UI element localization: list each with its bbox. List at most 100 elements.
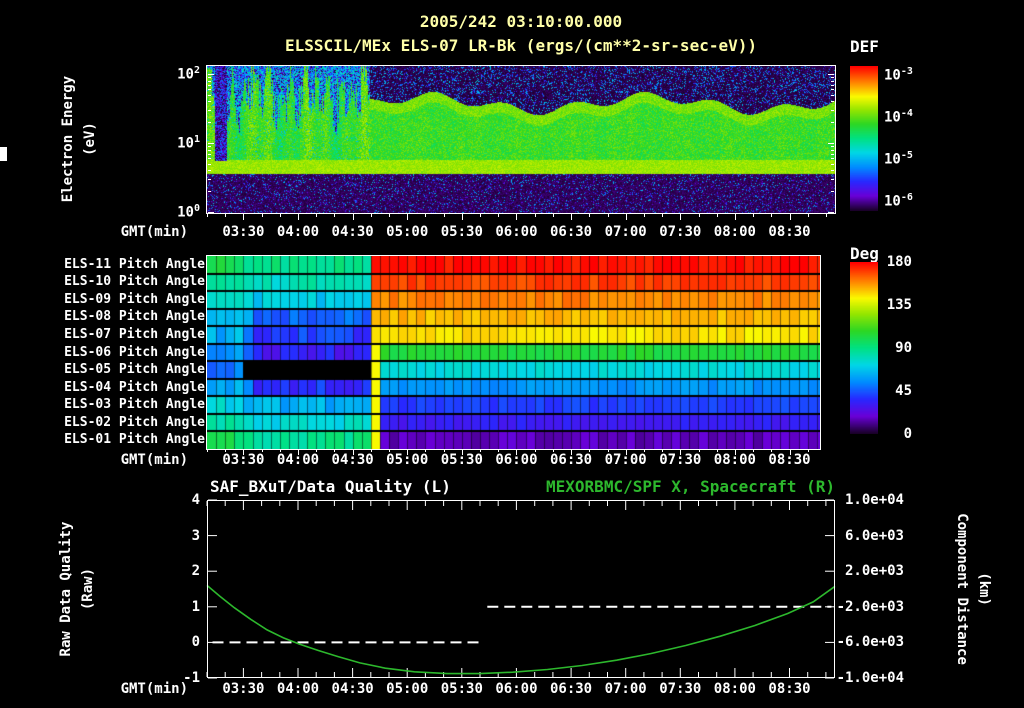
pitch-panel-frame xyxy=(206,255,821,450)
time-tick-label: 05:30 xyxy=(440,681,483,697)
axis-tick xyxy=(207,449,208,452)
axis-tick xyxy=(208,154,211,155)
axis-tick xyxy=(261,214,263,217)
distance-tick-label: -6.0e+03 xyxy=(836,634,904,651)
pitch-row-label: ELS-09 Pitch Angle xyxy=(64,291,205,307)
energy-tick-label: 102 xyxy=(177,65,200,83)
distance-tick-label: 2.0e+03 xyxy=(844,563,904,580)
gmt-label-bottom: GMT(min) xyxy=(120,681,188,697)
pitch-row-label: ELS-06 Pitch Angle xyxy=(64,344,205,360)
axis-tick xyxy=(831,150,834,151)
axis-tick xyxy=(261,449,263,452)
axis-tick xyxy=(831,146,834,147)
time-tick-label: 04:00 xyxy=(276,452,320,468)
axis-tick xyxy=(208,164,211,165)
time-tick-label: 07:00 xyxy=(604,224,647,240)
axis-tick xyxy=(208,95,211,96)
axis-tick xyxy=(643,214,645,217)
axis-tick xyxy=(534,449,536,452)
axis-tick xyxy=(461,214,463,220)
axis-tick xyxy=(208,170,211,171)
time-tick-label: 08:30 xyxy=(768,681,811,697)
axis-tick xyxy=(607,449,609,452)
axis-tick xyxy=(443,449,445,452)
axis-tick xyxy=(625,214,627,220)
axis-tick xyxy=(480,449,481,452)
axis-tick xyxy=(208,81,211,82)
quality-tick-label: 1 xyxy=(191,598,200,615)
axis-tick xyxy=(589,449,591,452)
time-tick-label: 08:00 xyxy=(713,681,756,697)
quality-distance-plot xyxy=(206,499,836,679)
axis-tick xyxy=(552,449,554,452)
axis-tick xyxy=(208,212,214,213)
axis-tick xyxy=(208,110,211,111)
distance-tick-label: -2.0e+03 xyxy=(836,598,904,615)
time-tick-label: 06:30 xyxy=(549,681,593,697)
quality-y-axis-units: (Raw) xyxy=(79,567,96,611)
axis-tick xyxy=(298,214,299,220)
deg-tick-label: 135 xyxy=(886,297,912,313)
axis-tick xyxy=(831,179,834,180)
axis-tick xyxy=(334,214,336,217)
quality-plot-title: SAF_BXuT/Data Quality (L) xyxy=(210,477,451,496)
axis-tick xyxy=(208,158,211,159)
axis-tick xyxy=(698,449,700,452)
axis-tick xyxy=(389,214,390,217)
deg-colorbar-title: Deg xyxy=(850,244,879,263)
axis-tick xyxy=(425,449,427,452)
pitch-row-label: ELS-10 Pitch Angle xyxy=(64,274,205,290)
axis-tick xyxy=(480,214,481,217)
axis-tick xyxy=(208,101,211,102)
axis-tick xyxy=(208,122,211,123)
axis-tick xyxy=(831,164,834,165)
quality-tick-label: -1 xyxy=(183,670,200,686)
time-tick-label: 05:30 xyxy=(440,452,483,468)
axis-tick xyxy=(279,214,281,217)
def-tick-label: 10-5 xyxy=(884,150,913,168)
quality-tick-label: 3 xyxy=(191,527,200,544)
time-tick-label: 07:30 xyxy=(659,224,702,240)
axis-tick xyxy=(831,154,834,155)
axis-tick xyxy=(753,449,755,452)
spectrogram-y-axis-label: Electron Energy xyxy=(59,75,76,203)
time-tick-label: 07:00 xyxy=(604,681,647,697)
time-tick-label: 07:30 xyxy=(659,452,702,468)
axis-tick xyxy=(225,449,227,452)
def-tick-label: 10-4 xyxy=(884,108,913,126)
time-tick-label: 04:00 xyxy=(276,224,320,240)
pitch-row-label: ELS-11 Pitch Angle xyxy=(64,256,205,272)
time-tick-label: 05:00 xyxy=(386,681,429,697)
time-tick-label: 04:30 xyxy=(331,681,374,697)
axis-tick xyxy=(498,214,500,217)
time-tick-label: 08:00 xyxy=(713,452,756,468)
axis-tick xyxy=(208,143,214,144)
def-colorbar xyxy=(850,66,878,211)
axis-tick xyxy=(370,214,372,217)
axis-tick xyxy=(831,158,834,159)
axis-tick xyxy=(789,214,791,220)
energy-tick-label: 100 xyxy=(177,203,200,221)
axis-tick xyxy=(316,449,318,452)
gmt-label-middle: GMT(min) xyxy=(120,452,188,468)
pitch-row-label: ELS-01 Pitch Angle xyxy=(64,432,205,448)
axis-tick xyxy=(208,74,214,75)
axis-tick xyxy=(771,449,773,452)
axis-tick xyxy=(552,214,554,217)
window-artifact xyxy=(0,147,7,161)
time-tick-label: 06:30 xyxy=(549,224,593,240)
axis-tick xyxy=(516,449,518,455)
time-tick-label: 03:30 xyxy=(222,452,265,468)
axis-tick xyxy=(831,95,834,96)
time-tick-label: 08:30 xyxy=(768,452,811,468)
axis-tick xyxy=(607,214,609,217)
quality-tick-label: 2 xyxy=(191,563,200,580)
axis-tick xyxy=(680,214,682,220)
axis-tick xyxy=(831,170,834,171)
time-tick-label: 04:30 xyxy=(331,452,374,468)
axis-tick xyxy=(534,214,536,217)
time-tick-label: 06:30 xyxy=(549,452,593,468)
axis-tick xyxy=(680,449,682,455)
axis-tick xyxy=(716,449,718,452)
energy-tick-label: 101 xyxy=(177,134,200,152)
